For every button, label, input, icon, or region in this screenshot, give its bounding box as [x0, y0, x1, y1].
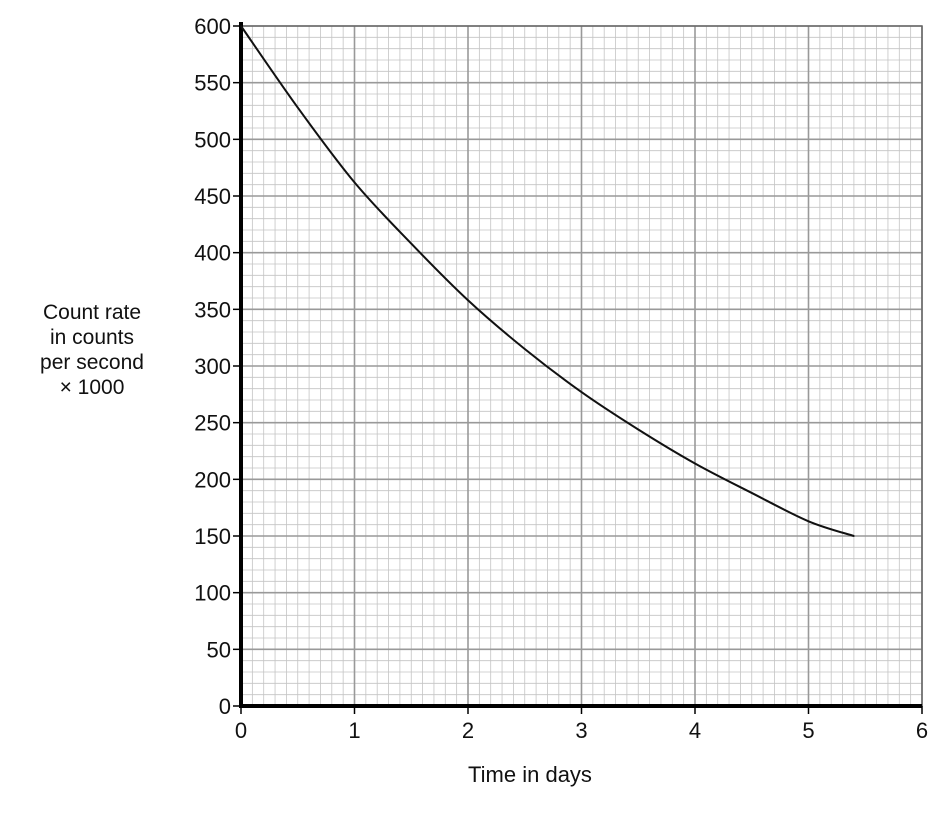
- data-point: [467, 299, 469, 302]
- axes: [233, 22, 923, 714]
- data-point: [807, 520, 810, 523]
- x-tick-label: 2: [462, 718, 474, 743]
- data-point: [296, 106, 299, 109]
- y-tick-label: 100: [194, 581, 231, 606]
- data-point: [637, 428, 640, 431]
- y-tick-labels: 0 50 100 150 200 250 300 350 400 450 500 550 600: [194, 14, 231, 719]
- y-axis-label-line-1: Count rate: [42, 301, 142, 324]
- x-tick-label: 6: [916, 718, 928, 743]
- y-tick-label: 350: [194, 297, 231, 322]
- data-point: [580, 391, 583, 393]
- data-point: [410, 242, 413, 245]
- x-tick-label: 3: [575, 718, 587, 743]
- y-tick-label: 150: [194, 524, 231, 549]
- x-tick-label: 0: [235, 718, 247, 743]
- y-tick-label: 600: [194, 14, 231, 39]
- x-axis-label: Time in days: [468, 762, 592, 787]
- series-group: [240, 25, 855, 537]
- y-tick-label: 50: [207, 637, 231, 662]
- y-tick-label: 0: [219, 694, 231, 719]
- y-tick-label: 250: [194, 411, 231, 436]
- y-axis-label: Count rate in counts per second × 1000: [2, 300, 182, 400]
- data-point: [353, 181, 356, 184]
- x-tick-label: 1: [348, 718, 360, 743]
- x-tick-label: 4: [689, 718, 701, 743]
- data-point: [853, 535, 855, 537]
- x-tick-label: 5: [802, 718, 814, 743]
- y-tick-label: 300: [194, 354, 231, 379]
- y-tick-label: 550: [194, 71, 231, 96]
- y-axis-label-line-2: in counts: [49, 326, 135, 349]
- x-tick-labels: 0 1 2 3 4 5 6: [235, 718, 928, 743]
- data-point: [240, 25, 242, 27]
- y-tick-label: 400: [194, 241, 231, 266]
- y-tick-label: 500: [194, 127, 231, 152]
- y-tick-label: 200: [194, 467, 231, 492]
- y-axis-label-line-3: per second: [40, 351, 144, 374]
- data-point: [694, 462, 696, 465]
- y-tick-label: 450: [194, 184, 231, 209]
- data-point: [750, 492, 753, 494]
- data-point: [523, 348, 526, 350]
- y-axis-label-line-4: × 1000: [59, 376, 125, 399]
